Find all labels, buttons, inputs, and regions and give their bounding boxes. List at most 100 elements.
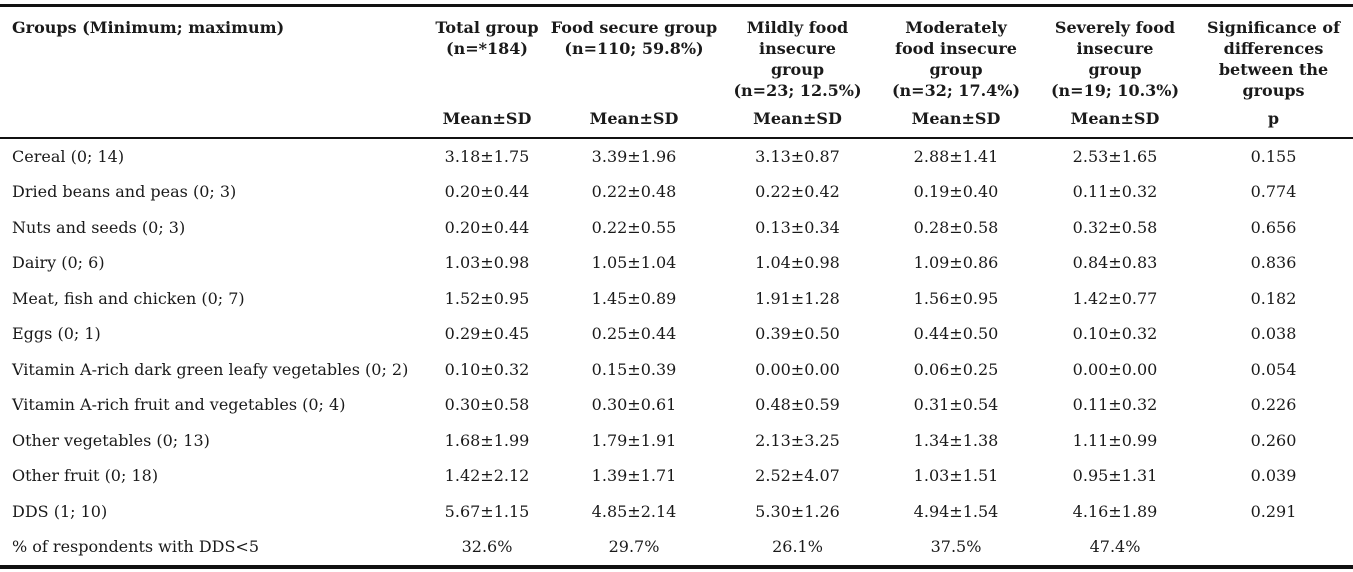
table-cell: 2.53±1.65 — [1072, 146, 1158, 166]
table-cell: 0.22±0.55 — [591, 217, 677, 237]
table-cell: 0.48±0.59 — [755, 395, 840, 414]
row-label: Vitamin A-rich fruit and vegetables (0; … — [12, 395, 346, 414]
column-title: Total group — [435, 18, 539, 37]
table-row: Vitamin A-rich dark green leafy vegetabl… — [0, 352, 1353, 388]
table-cell: 0.39±0.50 — [755, 324, 840, 343]
table-row: Nuts and seeds (0; 3) 0.20±0.44 0.22±0.5… — [0, 210, 1353, 246]
column-header-significance: Significance of differences between the … — [1194, 6, 1353, 102]
table-cell: 0.260 — [1250, 430, 1297, 450]
table-cell: 3.39±1.96 — [591, 146, 677, 166]
row-label: % of respondents with DDS<5 — [12, 537, 260, 556]
table-row: Meat, fish and chicken (0; 7) 1.52±0.95 … — [0, 281, 1353, 317]
column-header-food-secure: Food secure group (n=110; 59.8%) — [549, 6, 719, 102]
column-subtitle: (n=32; 17.4%) — [891, 81, 1021, 100]
subheader-cell: Mean±SD — [549, 101, 719, 139]
table-body: Cereal (0; 14) 3.18±1.75 3.39±1.96 3.13±… — [0, 138, 1353, 567]
table-cell: 0.13±0.34 — [755, 217, 840, 237]
subheader-cell: Mean±SD — [719, 101, 876, 139]
table-cell: 0.226 — [1250, 395, 1297, 414]
row-label: DDS (1; 10) — [12, 501, 108, 521]
table-cell: 0.22±0.42 — [755, 182, 840, 201]
table-cell: 2.13±3.25 — [755, 430, 840, 450]
row-label: Dairy (0; 6) — [12, 253, 105, 272]
table-row: Other fruit (0; 18) 1.42±2.12 1.39±1.71 … — [0, 458, 1353, 494]
column-subtitle: (n=19; 10.3%) — [1050, 81, 1180, 100]
table-cell: 0.44±0.50 — [913, 324, 999, 343]
row-label: Vitamin A-rich dark green leafy vegetabl… — [12, 359, 409, 379]
table-cell: 3.18±1.75 — [444, 146, 530, 166]
table-cell: 0.84±0.83 — [1072, 253, 1158, 272]
table-cell: 0.054 — [1250, 359, 1297, 379]
table-cell: 29.7% — [608, 537, 660, 556]
table-row: % of respondents with DDS<5 32.6% 29.7% … — [0, 529, 1353, 567]
table-cell: 0.00±0.00 — [755, 359, 840, 379]
table-cell: 0.15±0.39 — [591, 359, 677, 379]
table-cell: 4.85±2.14 — [591, 501, 677, 521]
table-cell: 1.52±0.95 — [444, 288, 530, 308]
table-cell: 47.4% — [1089, 537, 1141, 556]
row-label: Other fruit (0; 18) — [12, 466, 159, 485]
subheader-cell: Mean±SD — [1036, 101, 1194, 139]
table-cell: 1.05±1.04 — [591, 253, 677, 272]
table-cell: 1.45±0.89 — [591, 288, 677, 308]
table-cell: 0.31±0.54 — [913, 395, 999, 414]
table-cell: 32.6% — [461, 537, 513, 556]
subheader-row: Mean±SD Mean±SD Mean±SD Mean±SD Mean±SD … — [0, 101, 1353, 139]
column-subtitle: (n=*184) — [446, 39, 528, 58]
column-subtitle: (n=23; 12.5%) — [733, 81, 862, 100]
table-cell: 0.11±0.32 — [1072, 182, 1158, 201]
table-cell: 1.11±0.99 — [1072, 430, 1158, 450]
table-cell: 1.68±1.99 — [444, 430, 530, 450]
table-cell: 0.11±0.32 — [1072, 395, 1158, 414]
table-cell: 0.656 — [1250, 217, 1297, 237]
table-cell: 5.67±1.15 — [444, 501, 530, 521]
table-cell: 2.88±1.41 — [913, 146, 999, 166]
table-row: Cereal (0; 14) 3.18±1.75 3.39±1.96 3.13±… — [0, 138, 1353, 175]
table-cell: 1.09±0.86 — [913, 253, 999, 272]
row-label: Nuts and seeds (0; 3) — [12, 217, 186, 237]
table-cell: 1.79±1.91 — [591, 430, 677, 450]
subheader-cell: p — [1194, 101, 1353, 139]
column-header-moderately-insecure: Moderately food insecure group (n=32; 17… — [876, 6, 1036, 102]
table-cell: 1.03±0.98 — [444, 253, 530, 272]
table-row: Eggs (0; 1) 0.29±0.45 0.25±0.44 0.39±0.5… — [0, 316, 1353, 352]
column-title: Food secure group — [550, 18, 718, 37]
table-cell: 0.32±0.58 — [1072, 217, 1158, 237]
row-label: Eggs (0; 1) — [12, 324, 101, 343]
table-cell: 0.291 — [1250, 501, 1297, 521]
subheader-cell: Mean±SD — [425, 101, 549, 139]
row-label: Dried beans and peas (0; 3) — [12, 182, 237, 201]
row-label: Cereal (0; 14) — [12, 146, 125, 166]
table-row: Vitamin A-rich fruit and vegetables (0; … — [0, 387, 1353, 423]
table-header: Groups (Minimum; maximum) Total group (n… — [0, 6, 1353, 139]
table-row: Dried beans and peas (0; 3) 0.20±0.44 0.… — [0, 174, 1353, 210]
groups-header: Groups (Minimum; maximum) — [12, 18, 285, 37]
table-cell: 0.20±0.44 — [444, 217, 530, 237]
table-cell: 1.39±1.71 — [591, 466, 677, 485]
column-title: Severely food insecure group — [1054, 18, 1176, 79]
table-cell: 0.155 — [1250, 146, 1297, 166]
table-cell: 0.95±1.31 — [1072, 466, 1158, 485]
table-cell: 0.039 — [1250, 466, 1297, 485]
column-subtitle: (n=110; 59.8%) — [564, 39, 704, 58]
dietary-diversity-table: Groups (Minimum; maximum) Total group (n… — [0, 4, 1353, 569]
column-header-mildly-insecure: Mildly food insecure group (n=23; 12.5%) — [719, 6, 876, 102]
table-cell: 0.038 — [1250, 324, 1297, 343]
table-cell: 0.30±0.61 — [591, 395, 677, 414]
table-cell: 0.28±0.58 — [913, 217, 999, 237]
table-cell: 0.30±0.58 — [444, 395, 530, 414]
table-cell: 0.19±0.40 — [913, 182, 999, 201]
table-cell: 0.06±0.25 — [913, 359, 999, 379]
table-cell — [1194, 529, 1353, 567]
table-cell: 0.182 — [1250, 288, 1297, 308]
column-title: Moderately food insecure group — [895, 18, 1017, 79]
table-row: DDS (1; 10) 5.67±1.15 4.85±2.14 5.30±1.2… — [0, 494, 1353, 530]
table-cell: 1.34±1.38 — [913, 430, 999, 450]
table-cell: 5.30±1.26 — [755, 501, 840, 521]
column-header-severely-insecure: Severely food insecure group (n=19; 10.3… — [1036, 6, 1194, 102]
table-cell: 0.29±0.45 — [444, 324, 530, 343]
column-title: Mildly food insecure group — [746, 18, 849, 79]
table-cell: 4.16±1.89 — [1072, 501, 1158, 521]
subheader-empty — [0, 101, 425, 139]
